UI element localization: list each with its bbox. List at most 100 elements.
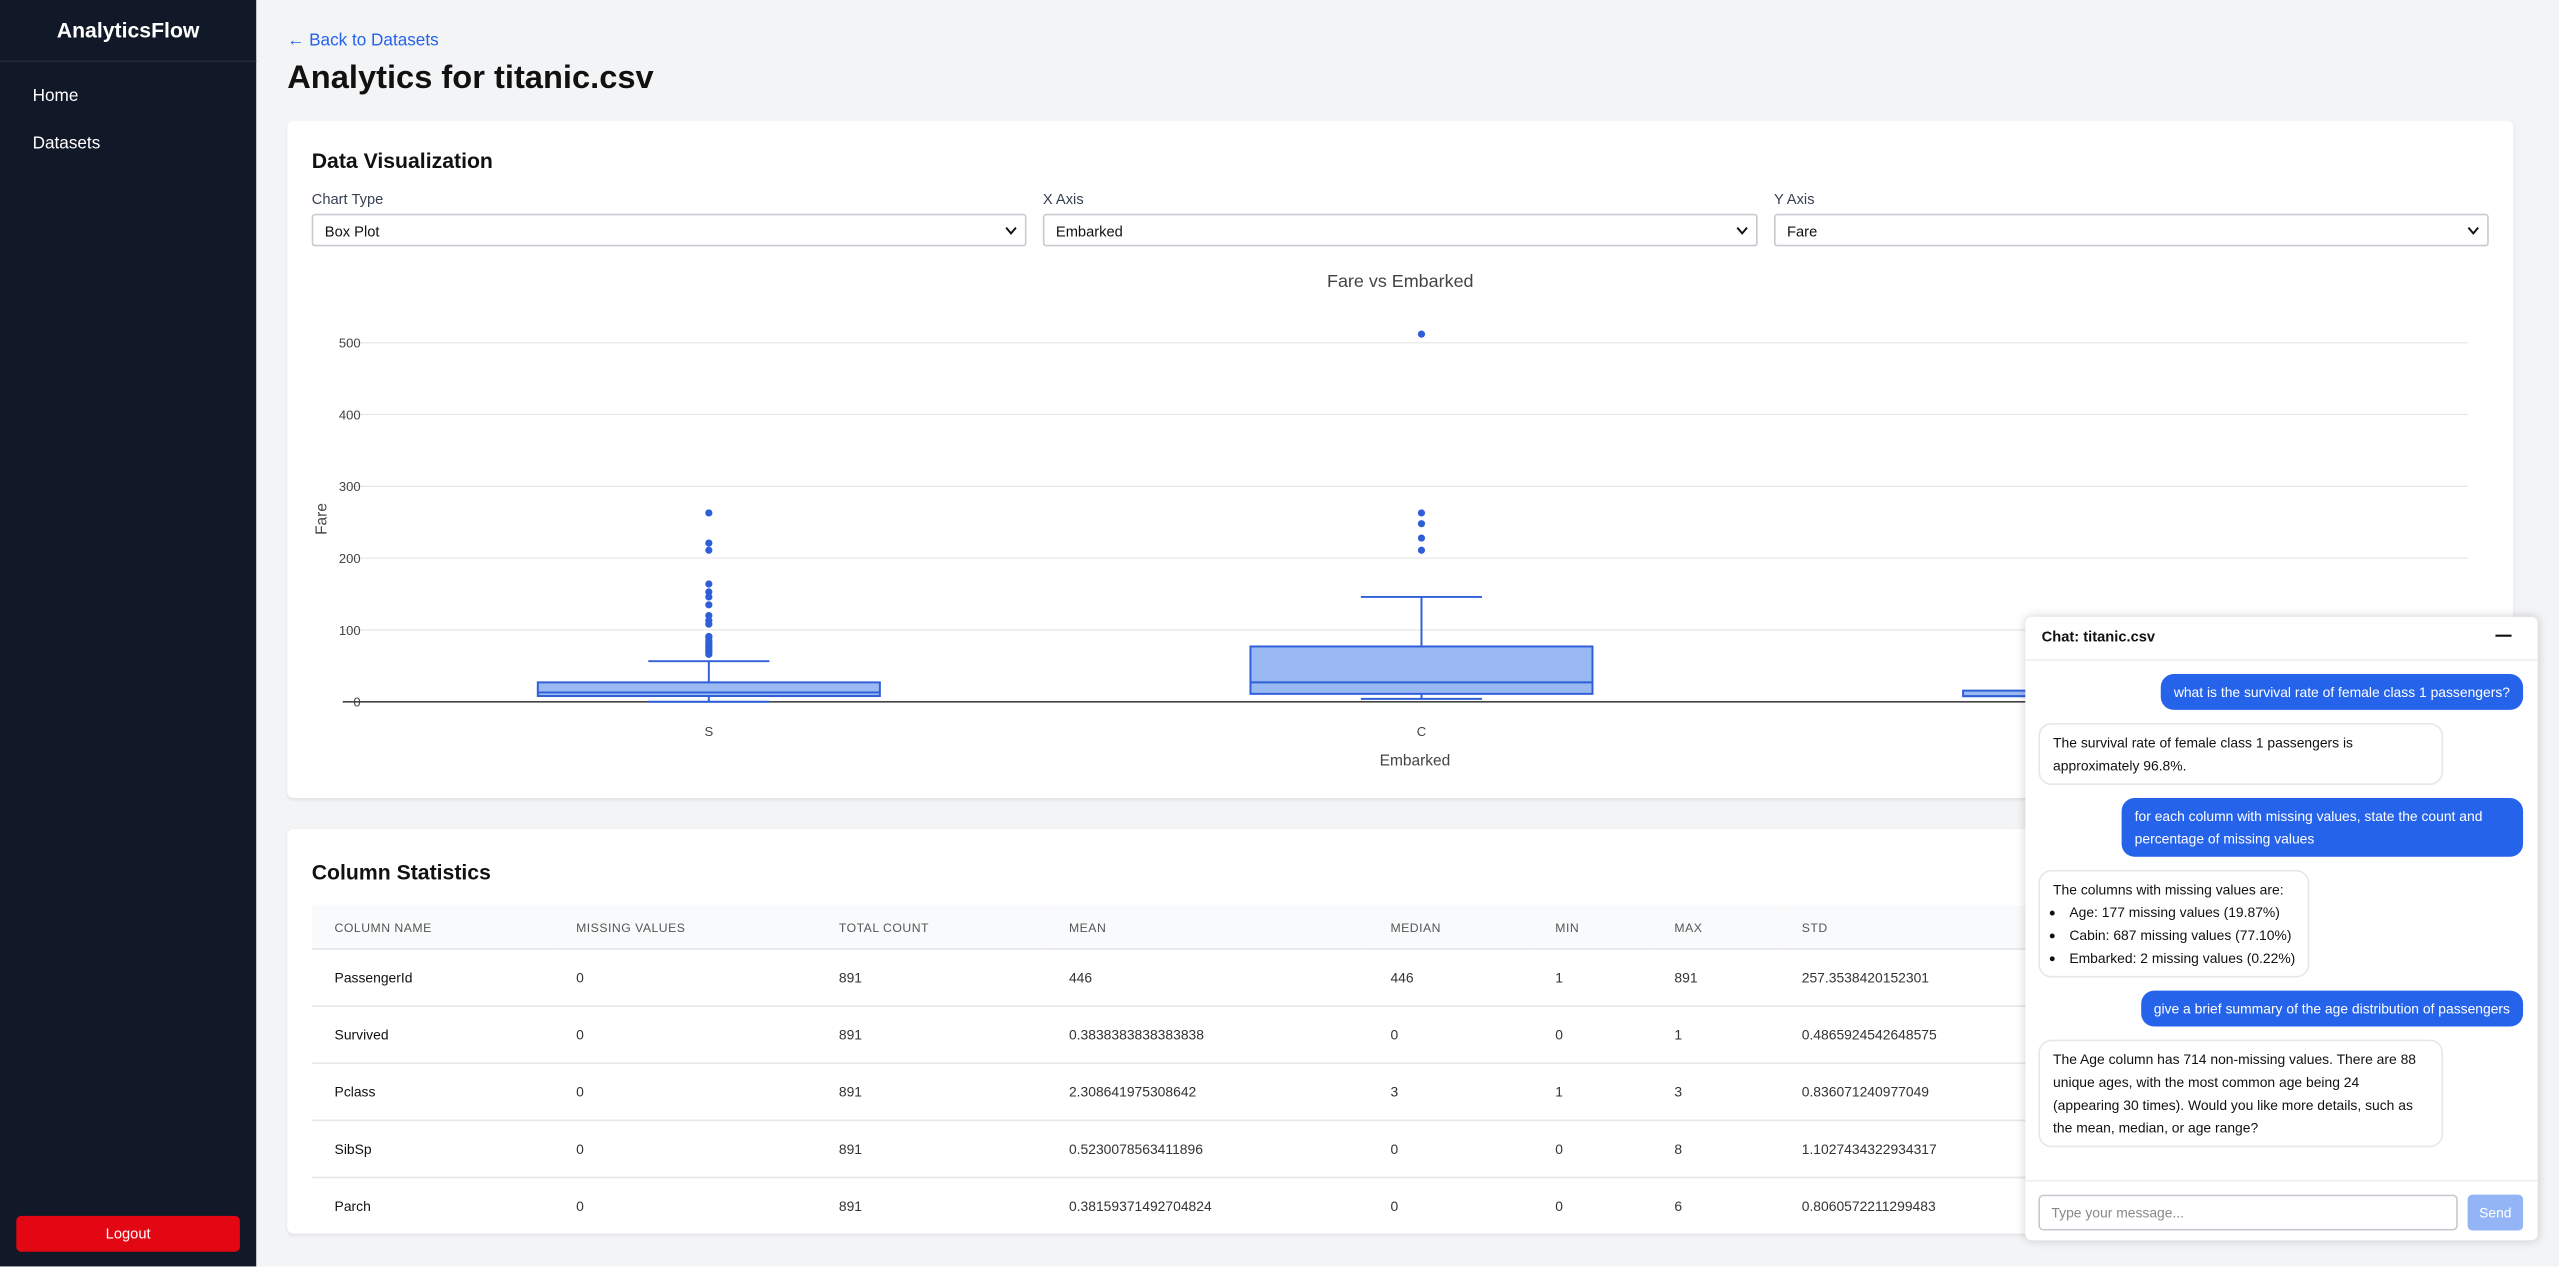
table-cell: 0 [553, 1062, 816, 1121]
outlier [1417, 509, 1426, 517]
outlier [705, 593, 713, 601]
outlier [705, 620, 713, 628]
list-item: Embarked: 2 missing values (0.22%) [2069, 947, 2295, 970]
select-value: Box Plot [324, 223, 380, 240]
nav-link[interactable]: Home [32, 86, 79, 107]
outlier [705, 580, 713, 588]
bot-message: The survival rate of female class 1 pass… [2038, 722, 2444, 785]
brand: AnalyticsFlow [56, 17, 200, 43]
table-row: Pclass 0 891 2.308641975308642 3 1 3 0.83607124… [311, 1062, 2489, 1121]
select[interactable]: Fare [1773, 213, 2489, 247]
table-cell: Pclass [311, 1062, 554, 1121]
table-cell: 891 [816, 1005, 1047, 1064]
table-cell: 891 [816, 948, 1047, 1007]
table-cell: 2.308641975308642 [1046, 1062, 1368, 1121]
message-text: The Age column has 714 non-missing value… [2053, 1051, 2416, 1136]
table-cell: 1 [1532, 948, 1652, 1007]
table-cell: SibSp [311, 1119, 554, 1178]
column-header: MISSING VALUES [553, 905, 816, 950]
table-cell: 891 [1651, 948, 1779, 1007]
select[interactable]: Box Plot [311, 213, 1027, 247]
column-header: MEDIAN [1367, 905, 1533, 950]
message-list: Age: 177 missing values (19.87%)Cabin: 6… [2053, 901, 2295, 970]
message-text: give a brief summary of the age distribu… [2153, 1000, 2511, 1017]
nav-link[interactable]: Datasets [32, 133, 101, 154]
select-arrow [2467, 227, 2479, 235]
table-cell: 0.5230078563411896 [1046, 1119, 1368, 1178]
chart-title: Fare vs Embarked [1327, 271, 1474, 291]
message-text: The survival rate of female class 1 pass… [2053, 734, 2353, 774]
chat-input[interactable] [2038, 1194, 2458, 1231]
chat-panel: Chat: titanic.csv what is the survival r… [2025, 616, 2538, 1241]
column-header: TOTAL COUNT [816, 905, 1047, 950]
y-axis-title: Fare [313, 503, 330, 535]
table-cell: 0 [1367, 1119, 1533, 1178]
outlier [705, 546, 713, 554]
bot-message: The columns with missing values are: Age:… [2038, 869, 2310, 978]
card-title: Data Visualization [311, 148, 493, 173]
outlier [705, 650, 713, 658]
send-button[interactable]: Send [2467, 1194, 2524, 1231]
arrow [2467, 227, 2479, 235]
table-cell: 0 [1532, 1176, 1652, 1234]
divider [0, 60, 257, 63]
user-message: for each column with missing values, sta… [2121, 798, 2524, 857]
outlier [1417, 546, 1426, 554]
x-tick-label: S [704, 724, 713, 739]
table-cell: 891 [816, 1119, 1047, 1178]
column-header: MEAN [1046, 905, 1368, 950]
table-row: PassengerId 0 891 446 446 1 891 257.35384201523… [311, 948, 2489, 1007]
page-title: Analytics for titanic.csv [287, 60, 654, 97]
visualization-card: Data Visualization Fare vs Embarked Emba… [287, 120, 2514, 799]
select[interactable]: Embarked [1042, 213, 1758, 247]
table-cell: 0.3838383838383838 [1046, 1005, 1368, 1064]
table-cell: 0 [1367, 1176, 1533, 1234]
statistics-table: COLUMN NAME MISSING VALUES TOTAL COUNT MEAN… [311, 905, 2489, 1234]
minimize-button[interactable] [2495, 633, 2512, 640]
sidebar: AnalyticsFlow Home Datasets Logout [0, 0, 257, 1267]
arrow [1005, 227, 1017, 235]
y-tick-label: 400 [339, 407, 361, 422]
arrow [1736, 227, 1748, 235]
column-header: COLUMN NAME [311, 905, 554, 950]
message-text: The columns with missing values are: [2053, 881, 2284, 898]
table-cell: 0 [1532, 1119, 1652, 1178]
outlier [1417, 520, 1426, 528]
user-message: give a brief summary of the age distribu… [2140, 990, 2524, 1027]
table-cell: Parch [311, 1176, 554, 1234]
column-header: MIN [1532, 905, 1652, 950]
table-cell: 446 [1046, 948, 1368, 1007]
select-arrow [1005, 227, 1017, 235]
table-cell: 3 [1651, 1062, 1779, 1121]
select-value: Embarked [1055, 223, 1123, 240]
table-cell: Survived [311, 1005, 554, 1064]
table-cell: 0 [553, 1119, 816, 1178]
control-label: Chart Type [311, 190, 384, 208]
table-cell: 1 [1651, 1005, 1779, 1064]
chat-title: Chat: titanic.csv [2041, 628, 2156, 645]
user-message: what is the survival rate of female clas… [2160, 674, 2524, 710]
y-tick-label: 0 [353, 695, 360, 710]
table-cell: 0 [1532, 1005, 1652, 1064]
back-link[interactable]: ← Back to Datasets [287, 31, 439, 51]
outlier [705, 539, 713, 547]
chat-messages: what is the survival rate of female clas… [2025, 659, 2538, 1182]
list-item: Cabin: 687 missing values (77.10%) [2069, 924, 2295, 947]
table-cell: 0.38159371492704824 [1046, 1176, 1368, 1234]
select-value: Fare [1787, 223, 1818, 240]
control-label: X Axis [1042, 190, 1084, 208]
logout-button[interactable]: Logout [16, 1215, 240, 1252]
box [536, 681, 881, 697]
table-cell: 446 [1367, 948, 1533, 1007]
table-cell: 3 [1367, 1062, 1533, 1121]
outlier [705, 601, 713, 609]
bot-message: The Age column has 714 non-missing value… [2038, 1039, 2444, 1148]
message-text: what is the survival rate of female clas… [2173, 683, 2511, 701]
table-cell: 0 [553, 948, 816, 1007]
list-item: Age: 177 missing values (19.87%) [2069, 901, 2295, 924]
outlier [705, 588, 713, 596]
table-cell: 891 [816, 1176, 1047, 1234]
table-cell: 0 [553, 1176, 816, 1234]
